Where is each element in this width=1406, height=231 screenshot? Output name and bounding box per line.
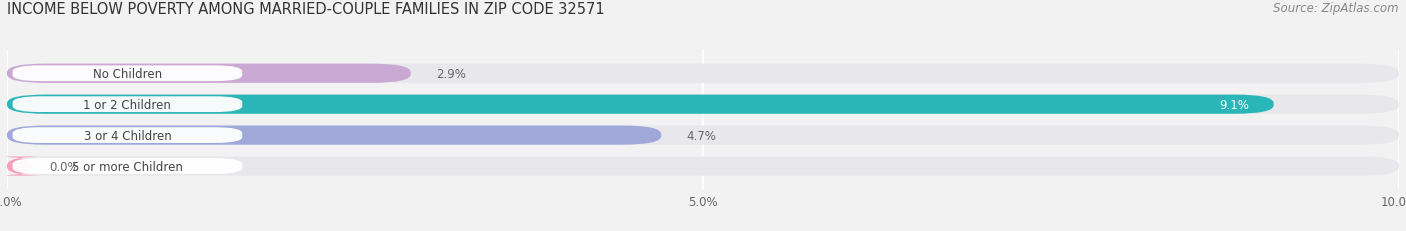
FancyBboxPatch shape: [7, 126, 1399, 145]
FancyBboxPatch shape: [13, 97, 242, 112]
FancyBboxPatch shape: [7, 95, 1399, 114]
Text: INCOME BELOW POVERTY AMONG MARRIED-COUPLE FAMILIES IN ZIP CODE 32571: INCOME BELOW POVERTY AMONG MARRIED-COUPL…: [7, 2, 605, 17]
Text: 0.0%: 0.0%: [49, 160, 79, 173]
Text: 2.9%: 2.9%: [436, 67, 465, 80]
Text: 4.7%: 4.7%: [686, 129, 716, 142]
FancyBboxPatch shape: [0, 157, 46, 176]
Text: 1 or 2 Children: 1 or 2 Children: [83, 98, 172, 111]
FancyBboxPatch shape: [13, 128, 242, 143]
Text: Source: ZipAtlas.com: Source: ZipAtlas.com: [1274, 2, 1399, 15]
FancyBboxPatch shape: [13, 158, 242, 174]
Text: No Children: No Children: [93, 67, 162, 80]
FancyBboxPatch shape: [13, 66, 242, 82]
Text: 3 or 4 Children: 3 or 4 Children: [83, 129, 172, 142]
Text: 5 or more Children: 5 or more Children: [72, 160, 183, 173]
FancyBboxPatch shape: [7, 64, 411, 83]
FancyBboxPatch shape: [7, 126, 661, 145]
Text: 9.1%: 9.1%: [1219, 98, 1249, 111]
FancyBboxPatch shape: [7, 64, 1399, 83]
FancyBboxPatch shape: [7, 157, 1399, 176]
FancyBboxPatch shape: [7, 95, 1274, 114]
